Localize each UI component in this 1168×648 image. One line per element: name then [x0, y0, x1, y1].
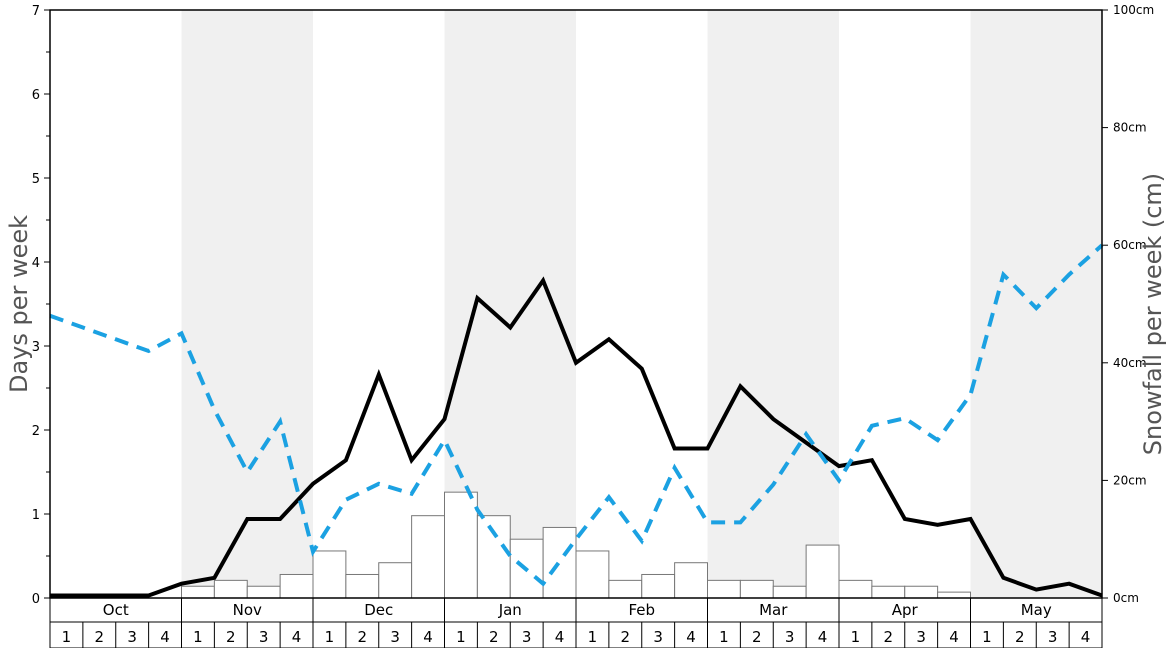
right-tick-label: 60cm	[1113, 238, 1147, 252]
snowfall-bar	[641, 573, 676, 599]
week-label: 1	[719, 628, 729, 646]
week-label: 1	[851, 628, 861, 646]
left-tick-label: 2	[32, 424, 40, 439]
left-axis-title: Days per week	[5, 215, 33, 393]
right-tick-label: 100cm	[1113, 3, 1154, 17]
snowfall-bar	[476, 515, 511, 599]
month-bands	[181, 10, 1102, 598]
left-tick-label: 1	[32, 508, 40, 523]
right-axis-title: Snowfall per week (cm)	[1139, 173, 1167, 455]
left-tick-label: 0	[32, 592, 40, 607]
snowfall-bar	[411, 515, 445, 599]
month-band	[970, 10, 1102, 598]
snowfall-bar	[509, 538, 544, 599]
week-label: 1	[193, 628, 203, 646]
week-label: 1	[982, 628, 992, 646]
month-label: Mar	[759, 601, 788, 619]
right-tick-label: 20cm	[1113, 473, 1147, 487]
week-label: 3	[259, 628, 269, 646]
week-label: 2	[884, 628, 894, 646]
month-band	[707, 10, 839, 598]
week-label: 3	[127, 628, 137, 646]
month-label: Jan	[498, 601, 522, 619]
month-label: May	[1021, 601, 1052, 619]
month-label: Nov	[233, 601, 262, 619]
week-label: 4	[686, 628, 696, 646]
snowfall-bar	[378, 562, 413, 599]
left-axis: 0 1 2 3 4 5 6 7	[32, 4, 50, 607]
series-lines	[49, 243, 1104, 598]
right-tick-label: 0cm	[1113, 591, 1139, 605]
snowfall-bar	[707, 579, 741, 599]
week-label: 1	[456, 628, 466, 646]
week-label: 1	[588, 628, 598, 646]
snowfall-bar	[246, 585, 281, 599]
snowfall-bar	[805, 544, 840, 599]
snowfall-bar	[871, 585, 906, 599]
snowfall-bar	[937, 591, 971, 599]
week-label: 3	[916, 628, 926, 646]
month-row: Oct Nov Dec Jan Feb Mar Apr May	[49, 598, 1103, 623]
snowfall-bar	[838, 579, 873, 599]
snowfall-bars	[181, 491, 971, 599]
snowfall-bar	[542, 526, 577, 599]
week-label: 2	[358, 628, 368, 646]
snowfall-bar	[213, 579, 248, 599]
snowfall-bar	[739, 579, 774, 599]
month-label: Oct	[103, 601, 129, 619]
week-label: 4	[160, 628, 170, 646]
right-tick-label: 80cm	[1113, 121, 1147, 135]
week-label: 2	[752, 628, 762, 646]
snowfall-bar	[772, 585, 807, 599]
week-label: 1	[62, 628, 72, 646]
snowfall-bar	[279, 573, 314, 599]
snowfall-bar	[674, 562, 708, 599]
week-label: 2	[621, 628, 631, 646]
week-label: 4	[1081, 628, 1091, 646]
snowfall-bar	[312, 550, 347, 599]
left-tick-label: 3	[32, 340, 40, 355]
week-label: 2	[1015, 628, 1025, 646]
snowfall-bar	[444, 491, 478, 599]
snowfall-bar	[575, 550, 610, 599]
snowfall-bar	[345, 573, 380, 599]
right-axis: 0cm 20cm 40cm 60cm 80cm 100cm	[1102, 3, 1154, 605]
week-label: 2	[226, 628, 236, 646]
week-row: 1 2 3 4 1 2 3 4 1 2 3 4 1 2 3 4 1 2 3 4 1 2 3 4 1 2 3 4 1 2 3 4	[49, 622, 1103, 648]
month-band	[181, 10, 313, 598]
snowfall-bar	[181, 585, 215, 599]
right-tick-label: 40cm	[1113, 356, 1147, 370]
week-label: 4	[423, 628, 433, 646]
week-label: 3	[1048, 628, 1058, 646]
week-label: 3	[390, 628, 400, 646]
week-label: 3	[785, 628, 795, 646]
week-label: 1	[325, 628, 335, 646]
left-tick-label: 7	[32, 4, 40, 19]
week-label: 3	[653, 628, 663, 646]
week-label: 2	[95, 628, 105, 646]
month-label: Apr	[892, 601, 919, 619]
week-label: 3	[522, 628, 532, 646]
snowfall-bar	[608, 579, 643, 599]
week-label: 4	[555, 628, 565, 646]
snowfall-bar	[904, 585, 939, 599]
days-line	[50, 276, 1103, 598]
left-tick-label: 5	[32, 172, 40, 187]
month-label: Feb	[628, 601, 655, 619]
week-label: 2	[489, 628, 499, 646]
week-label: 4	[818, 628, 828, 646]
left-tick-label: 4	[32, 256, 40, 271]
month-label: Dec	[364, 601, 393, 619]
left-tick-label: 6	[32, 88, 40, 103]
week-label: 4	[949, 628, 959, 646]
week-label: 4	[292, 628, 302, 646]
